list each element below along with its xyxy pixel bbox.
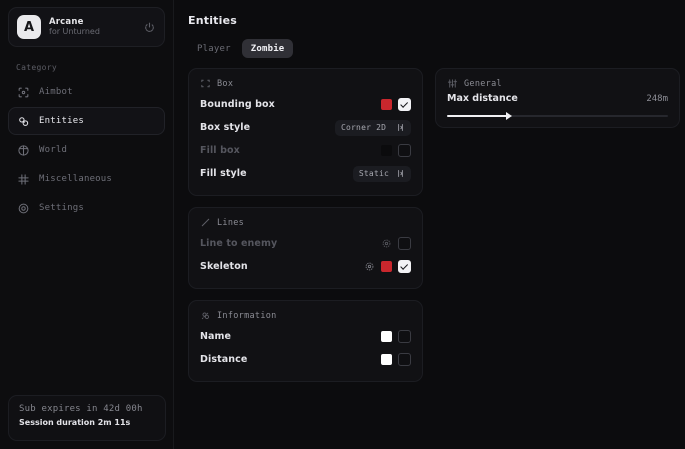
avatar: A [17, 15, 41, 39]
chevron-select-icon [396, 123, 405, 132]
settings-gear-icon[interactable] [364, 261, 375, 272]
card-title: Lines [217, 217, 245, 228]
sidebar-nav: Aimbot Entities World [0, 78, 173, 222]
profile-name: Arcane [49, 16, 84, 27]
sliders-icon [447, 78, 458, 89]
content-columns: Box Bounding box Box style Corner 2D [188, 68, 680, 382]
sidebar-item-label: Settings [39, 203, 84, 213]
crosshair-icon [17, 86, 30, 99]
card-header: Information [200, 310, 411, 321]
row-label: Skeleton [200, 261, 248, 272]
card-title: Information [217, 310, 277, 321]
row-bounding-box: Bounding box [200, 93, 411, 116]
card-box: Box Bounding box Box style Corner 2D [188, 68, 423, 196]
toggle-checkbox[interactable] [398, 260, 411, 273]
tab-zombie[interactable]: Zombie [241, 39, 294, 58]
sidebar-item-label: World [39, 145, 68, 155]
globe-icon [17, 144, 30, 157]
row-label: Name [200, 331, 232, 342]
box-icon [200, 78, 211, 89]
toggle-checkbox[interactable] [398, 98, 411, 111]
profile-subtitle: for Unturned [49, 27, 100, 37]
box-style-select[interactable]: Corner 2D [335, 119, 411, 136]
row-label: Fill style [200, 168, 247, 179]
color-swatch[interactable] [381, 331, 392, 342]
card-header: Lines [200, 217, 411, 228]
subscription-card: Sub expires in 42d 00h Session duration … [8, 395, 166, 441]
row-box-style: Box style Corner 2D [200, 116, 411, 139]
card-title: Box [217, 78, 234, 89]
page-title: Entities [188, 14, 238, 27]
right-column: General Max distance 248m [435, 68, 680, 382]
row-label: Bounding box [200, 99, 275, 110]
entities-icon [17, 115, 30, 128]
toggle-checkbox[interactable] [398, 144, 411, 157]
chevron-select-icon [396, 169, 405, 178]
settings-gear-icon[interactable] [381, 238, 392, 249]
fill-style-select[interactable]: Static [352, 165, 411, 182]
row-line-to-enemy: Line to enemy [200, 232, 411, 255]
grid-icon [17, 173, 30, 186]
left-column: Box Bounding box Box style Corner 2D [188, 68, 423, 382]
card-header: General [447, 78, 668, 89]
row-name: Name [200, 325, 411, 348]
main-panel: Entities Player Zombie Box [174, 0, 685, 449]
toggle-checkbox[interactable] [398, 330, 411, 343]
power-icon[interactable] [143, 21, 156, 34]
info-icon [200, 310, 211, 321]
sidebar-item-label: Miscellaneous [39, 174, 113, 184]
card-lines: Lines Line to enemy Skeleton [188, 207, 423, 289]
row-label: Fill box [200, 145, 240, 156]
slider-handle[interactable] [505, 112, 512, 120]
sidebar-item-world[interactable]: World [8, 136, 165, 164]
select-value: Static [358, 169, 389, 178]
card-title: General [464, 78, 502, 89]
row-label: Box style [200, 122, 251, 133]
sidebar: A Arcane for Unturned Category [0, 0, 174, 449]
color-swatch[interactable] [381, 354, 392, 365]
card-information: Information Name Distance [188, 300, 423, 382]
max-distance-slider[interactable] [447, 112, 668, 120]
color-swatch[interactable] [381, 261, 392, 272]
sidebar-item-label: Entities [39, 116, 84, 126]
toggle-checkbox[interactable] [398, 353, 411, 366]
sidebar-item-aimbot[interactable]: Aimbot [8, 78, 165, 106]
profile-text: Arcane for Unturned [49, 17, 135, 38]
row-fill-box: Fill box [200, 139, 411, 162]
card-general: General Max distance 248m [435, 68, 680, 128]
slider-label: Max distance [447, 93, 518, 104]
slider-fill [447, 115, 507, 117]
sidebar-item-label: Aimbot [39, 87, 73, 97]
select-value: Corner 2D [341, 123, 387, 132]
sidebar-item-entities[interactable]: Entities [8, 107, 165, 135]
sub-expiry-text: Sub expires in 42d 00h [19, 404, 143, 414]
row-distance: Distance [200, 348, 411, 371]
card-header: Box [200, 78, 411, 89]
max-distance-row: Max distance 248m [447, 93, 668, 104]
session-duration-text: Session duration 2m 11s [19, 418, 131, 427]
row-skeleton: Skeleton [200, 255, 411, 278]
sidebar-item-miscellaneous[interactable]: Miscellaneous [8, 165, 165, 193]
color-swatch[interactable] [381, 145, 392, 156]
row-label: Line to enemy [200, 238, 278, 249]
sidebar-item-settings[interactable]: Settings [8, 194, 165, 222]
row-fill-style: Fill style Static [200, 162, 411, 185]
gear-icon [17, 202, 30, 215]
tab-bar: Player Zombie [188, 39, 680, 58]
row-label: Distance [200, 354, 248, 365]
slider-value: 248m [646, 93, 668, 104]
color-swatch[interactable] [381, 99, 392, 110]
category-label: Category [16, 63, 57, 72]
toggle-checkbox[interactable] [398, 237, 411, 250]
tab-player[interactable]: Player [197, 43, 231, 54]
line-icon [200, 217, 211, 228]
profile-card[interactable]: A Arcane for Unturned [8, 7, 165, 47]
